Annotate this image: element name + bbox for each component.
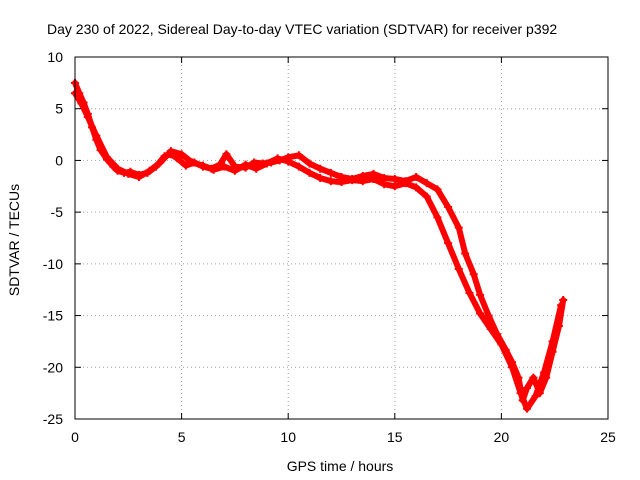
data-point	[522, 383, 531, 392]
data-point	[401, 179, 410, 188]
data-point	[145, 166, 154, 175]
data-point	[559, 296, 568, 305]
data-point	[476, 290, 485, 299]
data-point	[476, 309, 485, 318]
series-line-1	[72, 79, 567, 404]
data-point	[220, 162, 229, 171]
data-point	[484, 311, 493, 320]
x-tick-label: 0	[71, 429, 79, 445]
data-point	[522, 404, 531, 413]
data-point	[531, 392, 540, 401]
x-tick-label: 15	[387, 429, 403, 445]
data-point	[113, 164, 122, 173]
data-point	[181, 161, 190, 170]
data-point	[198, 161, 207, 170]
data-point	[337, 178, 346, 187]
data-point	[454, 265, 463, 274]
data-point	[124, 169, 133, 178]
data-point	[390, 175, 399, 184]
data-point	[83, 112, 92, 121]
plot-frame	[74, 56, 609, 420]
data-point	[177, 150, 186, 159]
data-point	[508, 363, 517, 372]
chart-title: Day 230 of 2022, Sidereal Day-to-day VTE…	[47, 21, 557, 37]
data-point	[412, 183, 421, 192]
data-point	[134, 172, 143, 181]
data-point	[316, 174, 325, 183]
data-layer	[71, 78, 568, 413]
data-point	[422, 192, 431, 201]
data-point	[461, 249, 470, 258]
data-point	[444, 239, 453, 248]
data-point	[557, 301, 566, 310]
data-point	[529, 373, 538, 382]
y-tick-label: -25	[43, 411, 63, 427]
y-axis-label: SDTVAR / TECUs	[6, 184, 22, 296]
x-tick-label: 20	[494, 429, 510, 445]
data-point	[294, 162, 303, 171]
data-point	[486, 325, 495, 334]
data-point	[540, 368, 549, 377]
series-line-2	[72, 90, 565, 412]
data-point	[316, 164, 325, 173]
data-point	[262, 159, 271, 168]
data-point	[380, 180, 389, 189]
y-tick-label: -15	[43, 308, 63, 324]
data-point	[252, 164, 261, 173]
data-point	[305, 168, 314, 177]
x-axis-label: GPS time / hours	[287, 458, 394, 474]
data-point	[548, 337, 557, 346]
data-point	[358, 177, 367, 186]
y-tick-label: -20	[43, 359, 63, 375]
grid-layer	[75, 57, 608, 419]
data-point	[465, 288, 474, 297]
data-point	[156, 158, 165, 167]
y-tick-label: -10	[43, 256, 63, 272]
data-point	[230, 166, 239, 175]
data-point	[284, 157, 293, 166]
data-point	[390, 182, 399, 191]
data-point	[222, 150, 231, 159]
data-point	[444, 202, 453, 211]
x-tick-label: 25	[600, 429, 616, 445]
data-point	[305, 159, 314, 168]
data-point	[433, 185, 442, 194]
data-point	[433, 213, 442, 222]
data-point	[294, 151, 303, 160]
data-point	[348, 176, 357, 185]
data-point	[454, 223, 463, 232]
y-tick-label: 0	[55, 152, 63, 168]
data-point	[369, 175, 378, 184]
tick-layer: 0 5 10 15 20 25 -25 -20 -15 -10 -5 0 5 10	[43, 49, 616, 445]
data-point	[516, 389, 525, 398]
data-point	[188, 158, 197, 167]
data-point	[273, 154, 282, 163]
y-tick-label: -5	[51, 204, 64, 220]
data-point	[166, 147, 175, 156]
data-point	[209, 165, 218, 174]
data-point	[469, 270, 478, 279]
data-point	[422, 179, 431, 188]
data-point	[326, 177, 335, 186]
y-tick-label: 5	[55, 101, 63, 117]
data-point	[326, 168, 335, 177]
data-point	[497, 340, 506, 349]
y-tick-label: 10	[47, 49, 63, 65]
data-point	[92, 131, 101, 140]
data-point	[77, 99, 86, 108]
data-point	[241, 160, 250, 169]
data-point	[102, 153, 111, 162]
x-tick-label: 10	[280, 429, 296, 445]
data-point	[412, 172, 421, 181]
x-tick-label: 5	[178, 429, 186, 445]
